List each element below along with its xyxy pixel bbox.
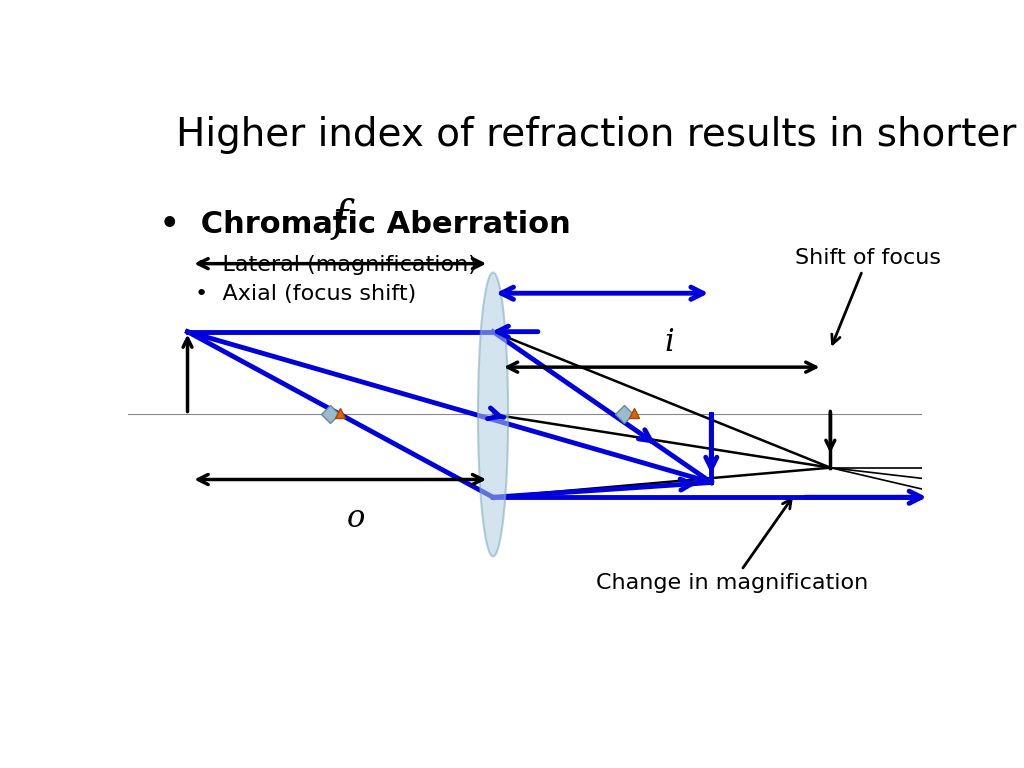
- Text: •  Axial (focus shift): • Axial (focus shift): [196, 284, 417, 304]
- Text: Change in magnification: Change in magnification: [596, 499, 868, 593]
- Text: Higher index of refraction results in shorter f: Higher index of refraction results in sh…: [176, 116, 1024, 154]
- Text: o: o: [347, 503, 366, 535]
- Ellipse shape: [478, 273, 508, 556]
- Text: •  Lateral (magnification): • Lateral (magnification): [196, 255, 477, 275]
- Text: •  Chromatic Aberration: • Chromatic Aberration: [160, 210, 570, 240]
- Text: i: i: [665, 327, 675, 358]
- Text: f: f: [333, 198, 348, 240]
- Text: Shift of focus: Shift of focus: [795, 248, 941, 344]
